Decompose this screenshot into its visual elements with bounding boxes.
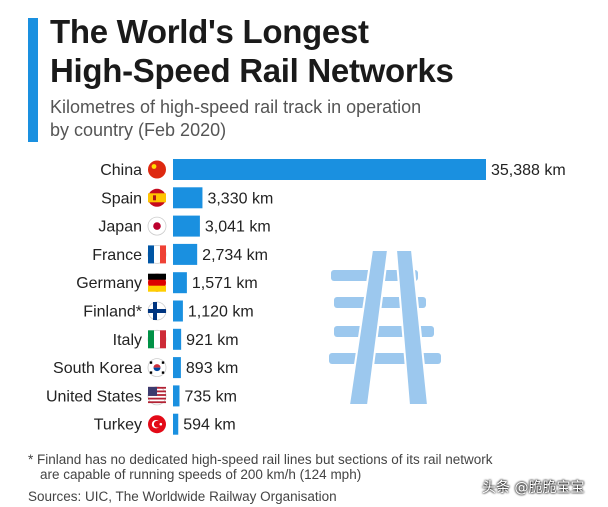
bars-layer: China 35,388 km Spain 3,330 km Japan 3,041 km… bbox=[46, 159, 566, 435]
accent-bar bbox=[28, 18, 38, 142]
category-label: Germany bbox=[76, 275, 142, 292]
category-label: Turkey bbox=[94, 417, 142, 434]
category-label: France bbox=[92, 247, 142, 264]
italy-flag-icon bbox=[147, 329, 167, 349]
bar bbox=[173, 300, 183, 322]
title-line-1: The World's Longest bbox=[50, 13, 369, 50]
value-label: 1,120 km bbox=[188, 304, 254, 321]
bar-chart: China 35,388 km Spain 3,330 km Japan 3,041 km… bbox=[46, 159, 566, 435]
category-label: Finland* bbox=[83, 304, 142, 321]
value-label: 3,330 km bbox=[207, 190, 273, 207]
bar bbox=[173, 215, 200, 237]
bar bbox=[173, 272, 187, 294]
category-label: China bbox=[100, 162, 142, 179]
value-label: 921 km bbox=[186, 332, 238, 349]
united-states-flag-icon bbox=[147, 386, 167, 406]
railway-track-icon bbox=[329, 249, 441, 406]
value-label: 1,571 km bbox=[192, 275, 258, 292]
chart-title: The World's Longest High-Speed Rail Netw… bbox=[50, 12, 600, 90]
turkey-flag-icon bbox=[148, 415, 166, 434]
spain-flag-icon bbox=[148, 188, 166, 207]
category-label: South Korea bbox=[53, 360, 142, 377]
title-line-2: High-Speed Rail Networks bbox=[50, 52, 454, 89]
category-label: United States bbox=[46, 388, 142, 405]
value-label: 3,041 km bbox=[205, 219, 271, 236]
chart-subtitle: Kilometres of high-speed rail track in o… bbox=[50, 96, 570, 142]
value-label: 594 km bbox=[183, 417, 235, 434]
south-korea-flag-icon bbox=[147, 358, 167, 378]
category-label: Spain bbox=[101, 190, 142, 207]
footnote-line-2: are capable of running speeds of 200 km/… bbox=[40, 467, 362, 482]
category-label: Italy bbox=[113, 332, 142, 349]
germany-flag-icon bbox=[148, 273, 166, 292]
watermark: 头条 @脆脆宝宝 bbox=[482, 480, 585, 496]
china-flag-icon bbox=[148, 160, 166, 179]
value-label: 735 km bbox=[185, 388, 237, 405]
subtitle-line-1: Kilometres of high-speed rail track in o… bbox=[50, 97, 422, 117]
subtitle-line-2: by country (Feb 2020) bbox=[50, 120, 227, 140]
source-note: Sources: UIC, The Worldwide Railway Orga… bbox=[28, 489, 337, 504]
value-label: 893 km bbox=[186, 360, 238, 377]
bar bbox=[173, 187, 203, 209]
value-label: 35,388 km bbox=[491, 162, 566, 179]
bar bbox=[173, 328, 182, 350]
bar bbox=[173, 357, 181, 379]
finland-flag-icon bbox=[147, 301, 167, 321]
bar bbox=[173, 385, 180, 407]
value-label: 2,734 km bbox=[202, 247, 268, 264]
japan-flag-icon bbox=[147, 216, 167, 236]
bar bbox=[173, 413, 179, 435]
footnote: * Finland has no dedicated high-speed ra… bbox=[28, 452, 568, 482]
bar bbox=[173, 159, 486, 180]
bar bbox=[173, 243, 198, 265]
france-flag-icon bbox=[147, 245, 167, 264]
footnote-line-1: * Finland has no dedicated high-speed ra… bbox=[28, 452, 493, 467]
category-label: Japan bbox=[98, 219, 142, 236]
